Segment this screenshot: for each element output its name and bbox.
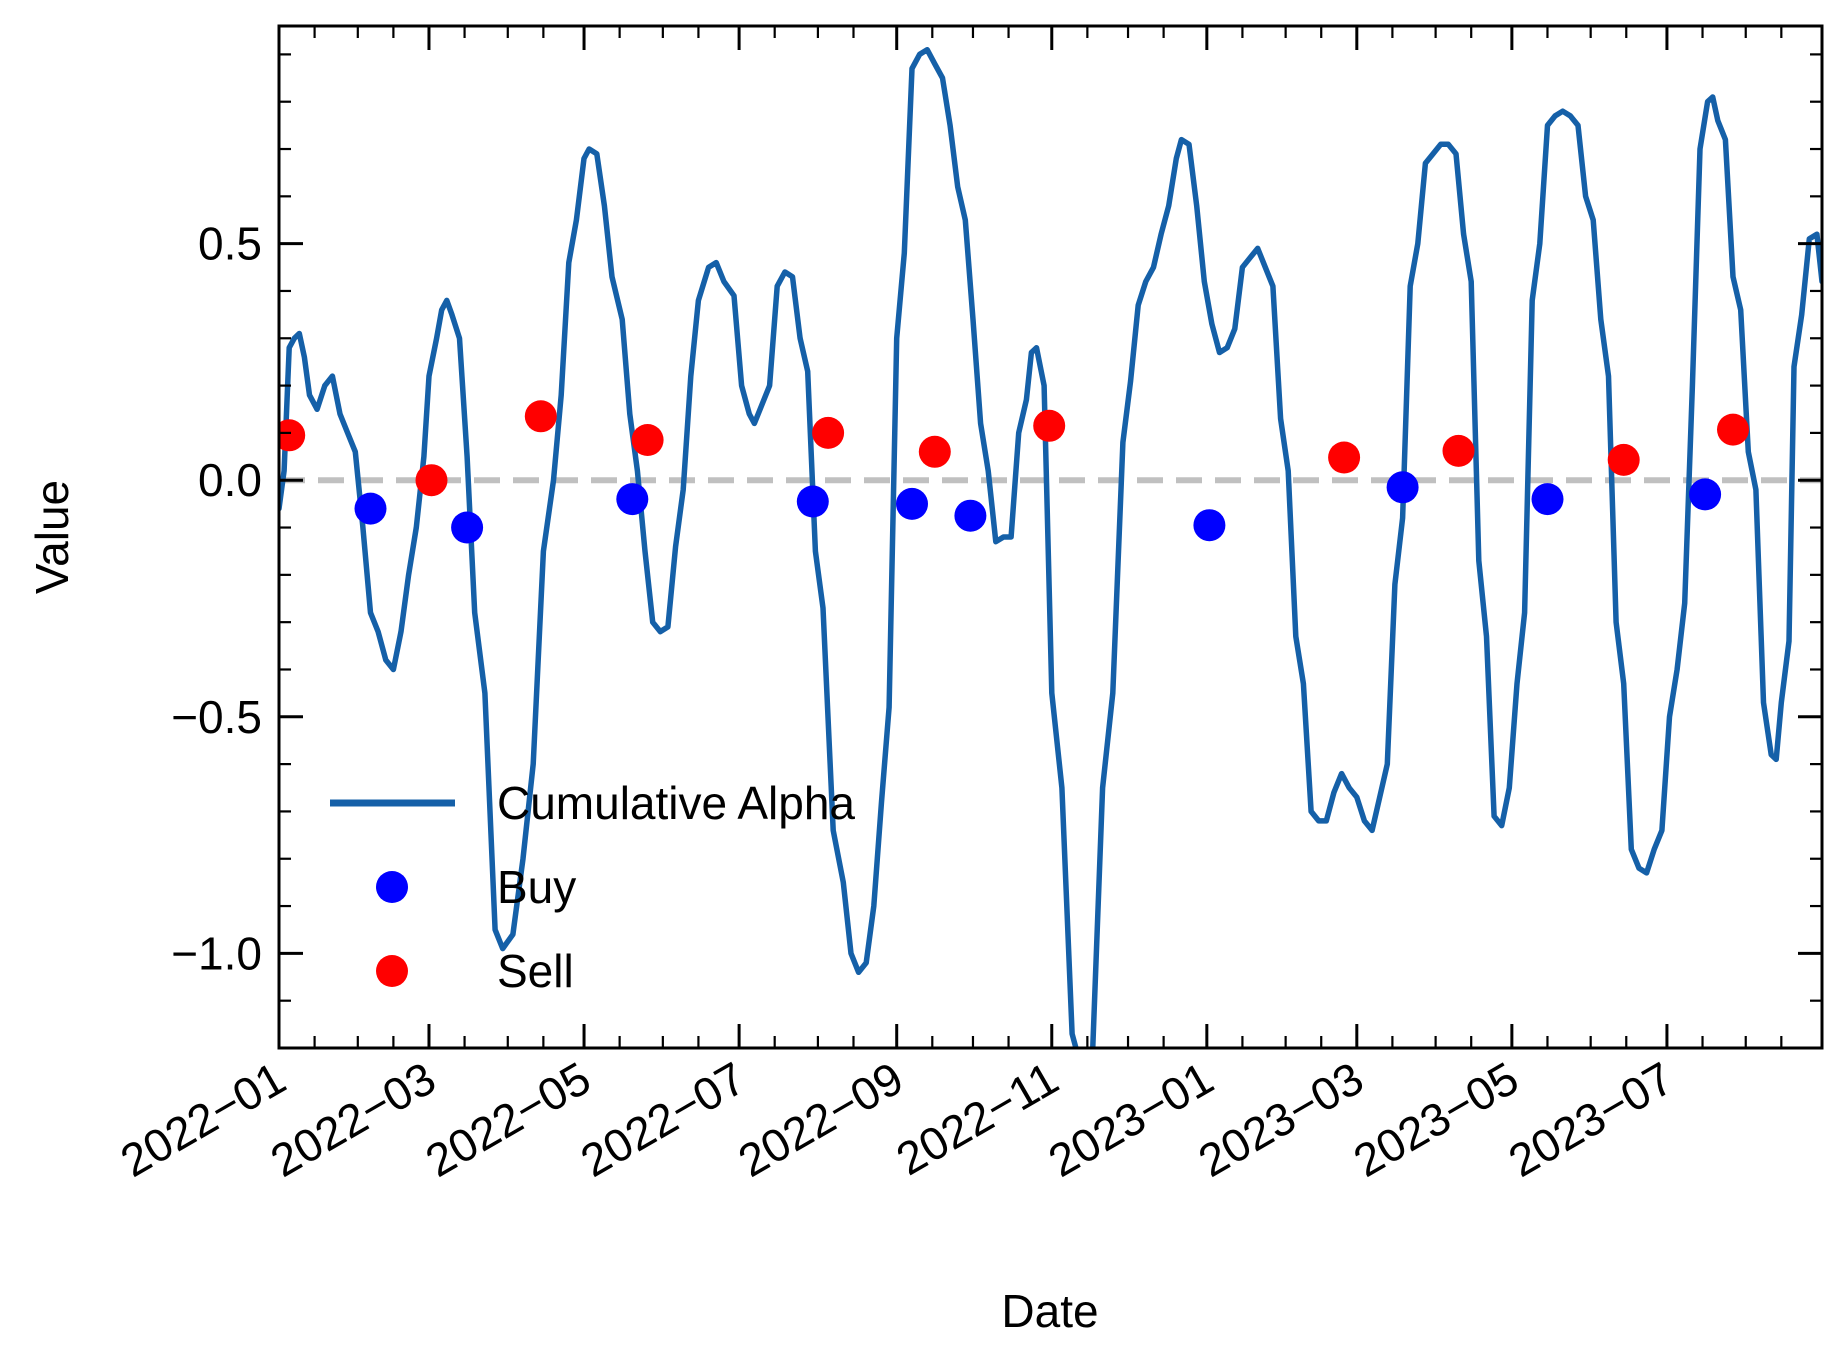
buy-marker [1193, 509, 1226, 542]
y-tick-label: −0.5 [171, 691, 262, 743]
sell-marker [524, 400, 557, 433]
buy-marker [954, 499, 987, 532]
plot-frame [277, 24, 1824, 1050]
y-axis-title: Value [26, 480, 78, 594]
buy-marker [1689, 478, 1722, 511]
sell-marker [1328, 441, 1361, 474]
buy-marker [1386, 471, 1419, 504]
legend: Cumulative Alpha Buy Sell [330, 777, 855, 997]
marker-layer [279, 400, 1749, 544]
sell-marker [1442, 434, 1475, 467]
y-tick-label: 0.0 [198, 454, 262, 506]
buy-marker [451, 511, 484, 544]
sell-marker [279, 419, 306, 452]
buy-marker [354, 492, 387, 525]
sell-marker [918, 435, 951, 468]
sell-marker [1717, 413, 1749, 446]
buy-marker [796, 485, 829, 518]
y-tick-label: −1.0 [171, 927, 262, 979]
cumulative-alpha-line [279, 46, 1822, 1048]
buy-marker [896, 487, 928, 520]
buy-marker [1531, 483, 1564, 516]
x-axis-title: Date [1001, 1285, 1098, 1337]
legend-sell-swatch [376, 955, 408, 987]
sell-marker [415, 464, 448, 497]
legend-label-sell: Sell [497, 945, 574, 997]
sell-marker [1607, 443, 1640, 476]
sell-marker [631, 424, 664, 456]
y-tick-labels: −1.0 −0.5 0.0 0.5 [171, 218, 262, 980]
legend-buy-swatch [376, 871, 408, 903]
sell-marker [1033, 409, 1066, 442]
legend-label-buy: Buy [497, 861, 576, 913]
buy-marker [616, 483, 649, 516]
line-layer [279, 46, 1822, 1048]
sell-marker [812, 416, 845, 449]
y-tick-label: 0.5 [198, 218, 262, 270]
legend-label-cumulative-alpha: Cumulative Alpha [497, 777, 855, 829]
